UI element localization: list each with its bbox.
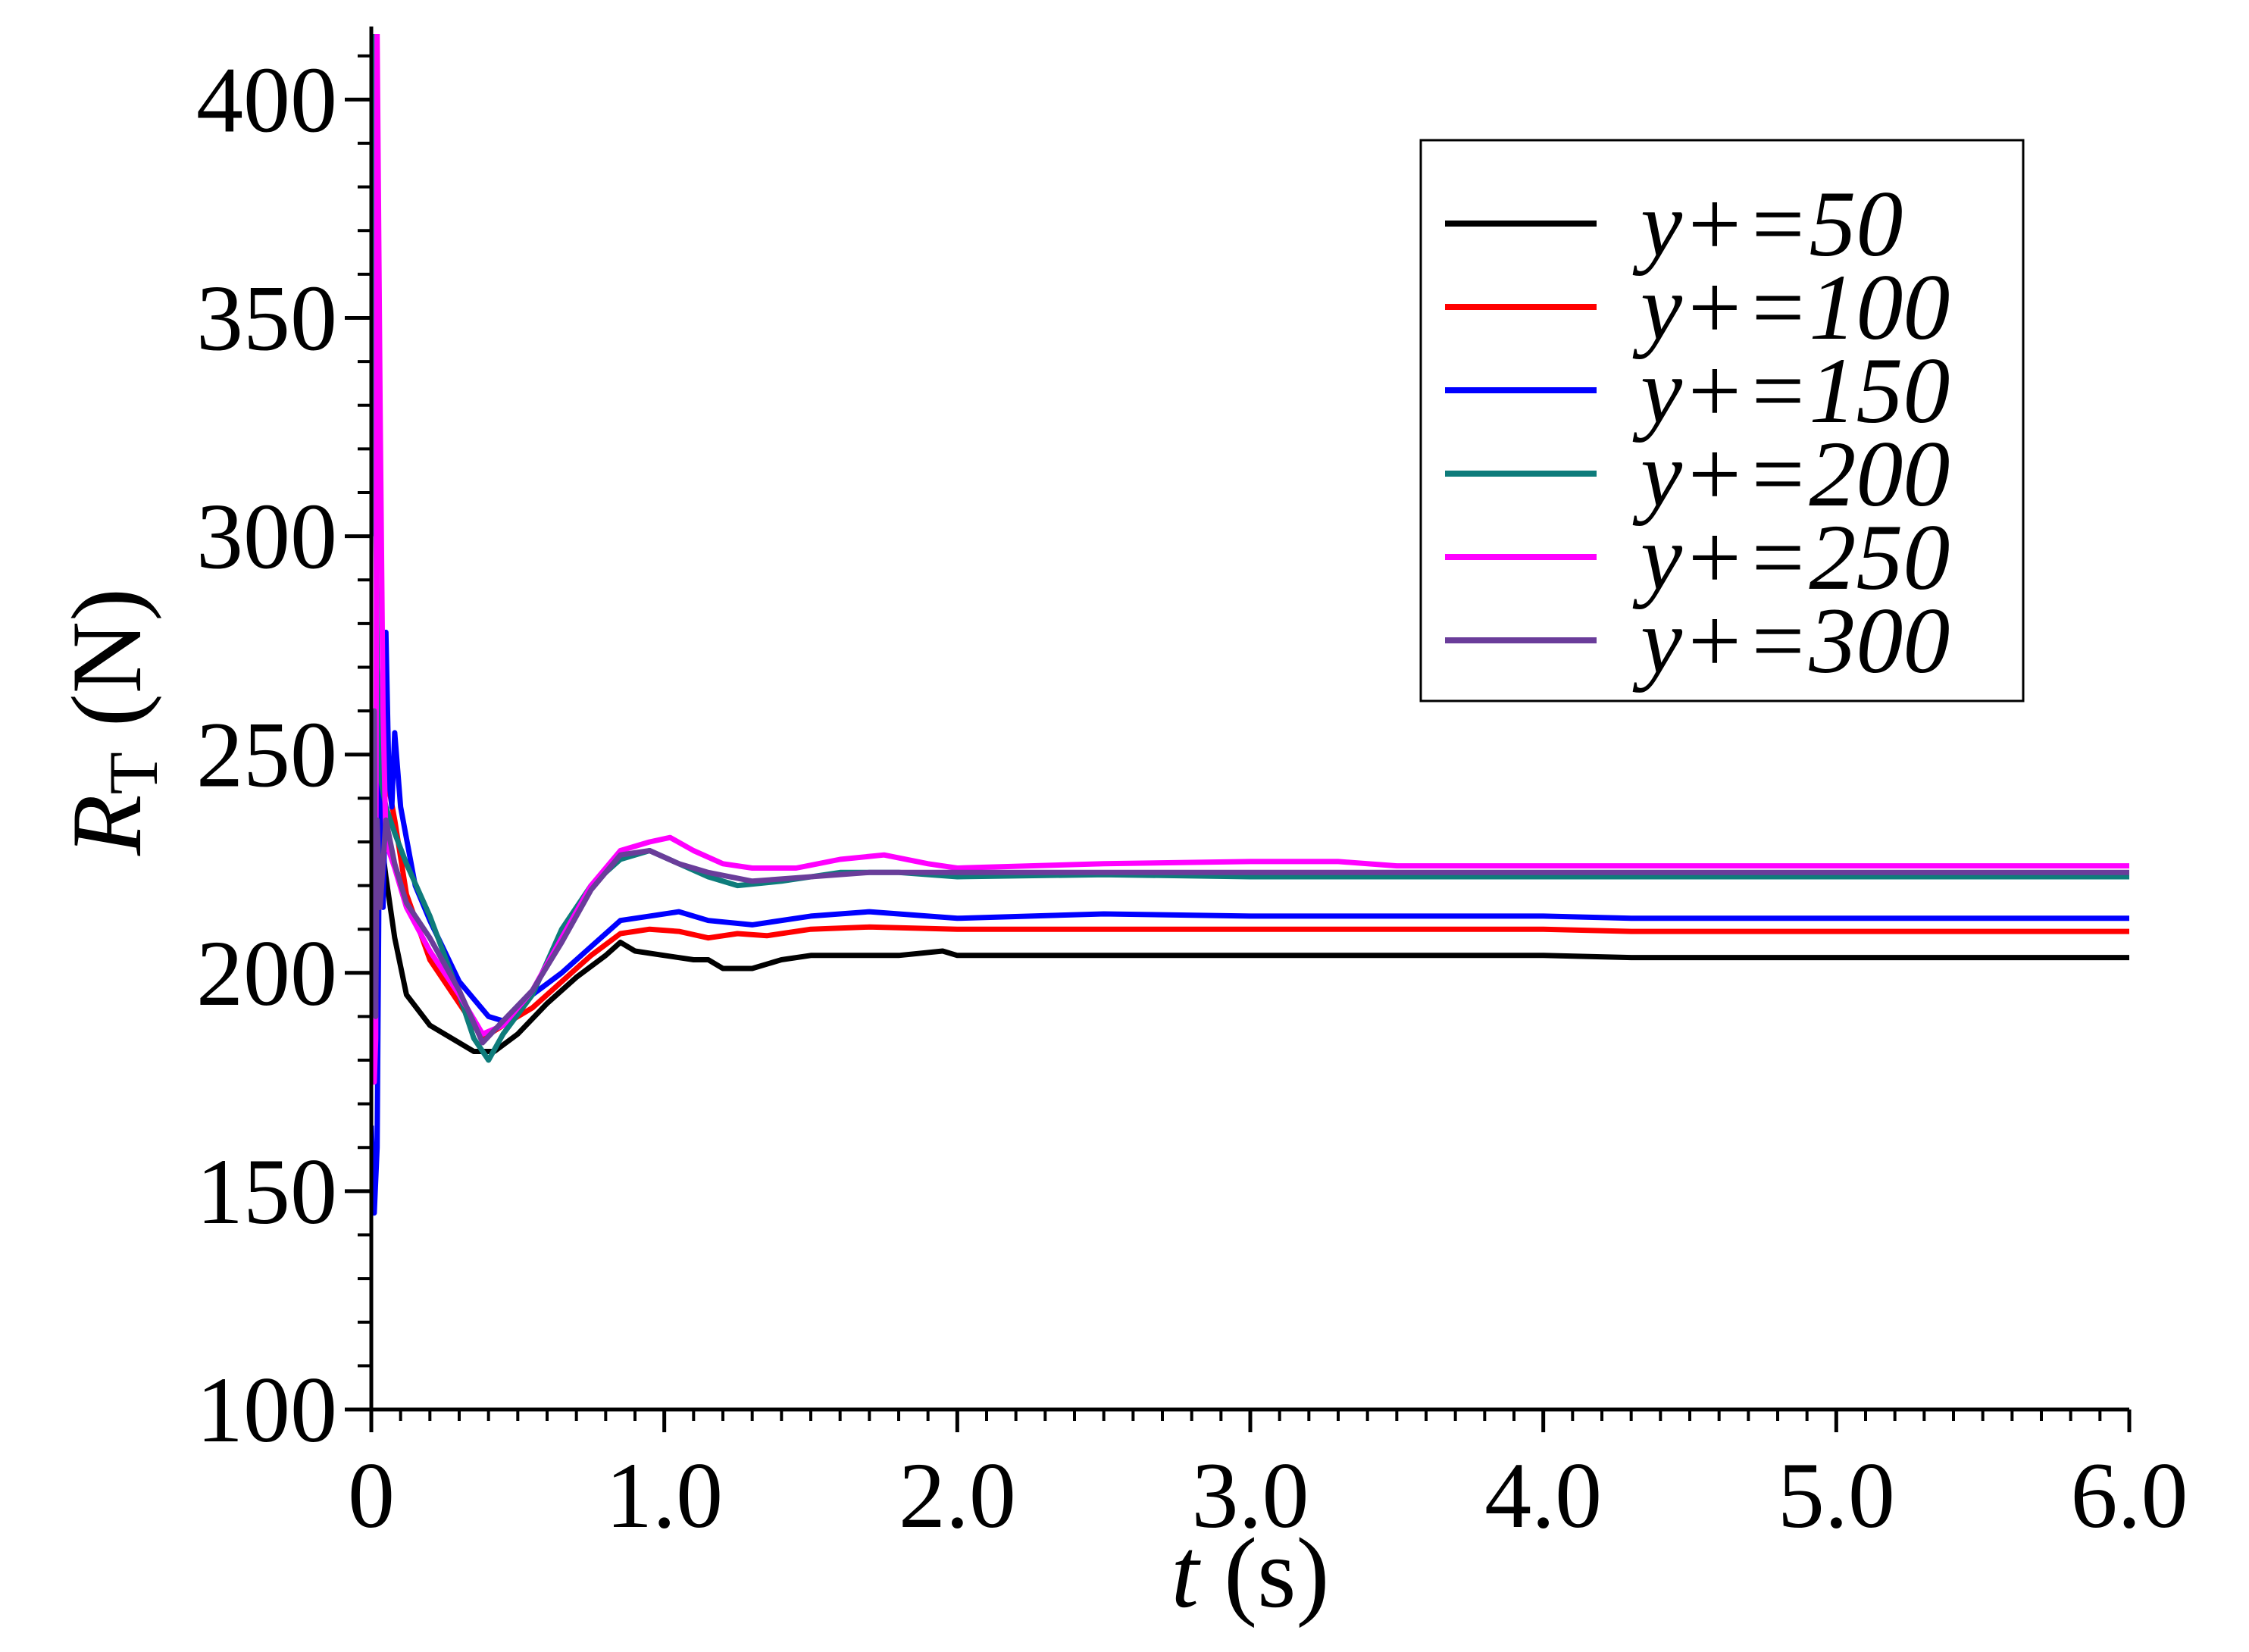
legend-label-4: y+=200 [1632,422,1950,526]
legend-label-3: y+=150 [1632,339,1950,443]
series-line-1 [371,804,2129,1054]
legend-label-2: y+=100 [1632,255,1950,359]
x-axis-title: t (s) [1171,1517,1330,1629]
y-axis-title-var: R [51,794,162,856]
y-tick-label: 100 [196,1358,337,1462]
y-tick-label: 250 [196,703,337,807]
y-axis-title-sub: T [95,752,172,794]
x-tick-label: 1.0 [605,1444,723,1547]
x-axis-title-unit: (s) [1199,1517,1329,1629]
series-line-5 [371,34,2129,1085]
axes: 0 1.0 2.0 3.0 4.0 5.0 6.0 100 150 200 250 300 350 400… [51,27,2188,1629]
legend-label-1: y+=50 [1632,172,1903,276]
y-tick-label: 350 [196,267,337,371]
y-tick-label: 200 [196,921,337,1025]
y-axis-title-unit: (N) [51,588,162,752]
x-tick-label: 5.0 [1778,1444,1895,1547]
series-line-3 [371,629,2129,1216]
x-tick-label: 0 [348,1444,395,1547]
y-tick-label: 150 [196,1140,337,1244]
x-axis-title-var: t [1171,1517,1202,1629]
legend-box [1419,139,2025,702]
y-tick-label: 300 [196,485,337,589]
series-line-2 [371,769,2129,1041]
plot-area [371,34,2129,1216]
y-tick-label: 400 [196,48,337,152]
legend-label-5: y+=250 [1632,505,1950,609]
series-line-6 [371,708,2129,1046]
x-tick-label: 4.0 [1484,1444,1602,1547]
x-tick-label: 2.0 [899,1444,1016,1547]
y-axis-title: RT (N) [51,588,172,856]
x-tick-label: 6.0 [2071,1444,2188,1547]
legend-label-6: y+=300 [1632,589,1950,693]
x-tick-label: 3.0 [1192,1444,1309,1547]
